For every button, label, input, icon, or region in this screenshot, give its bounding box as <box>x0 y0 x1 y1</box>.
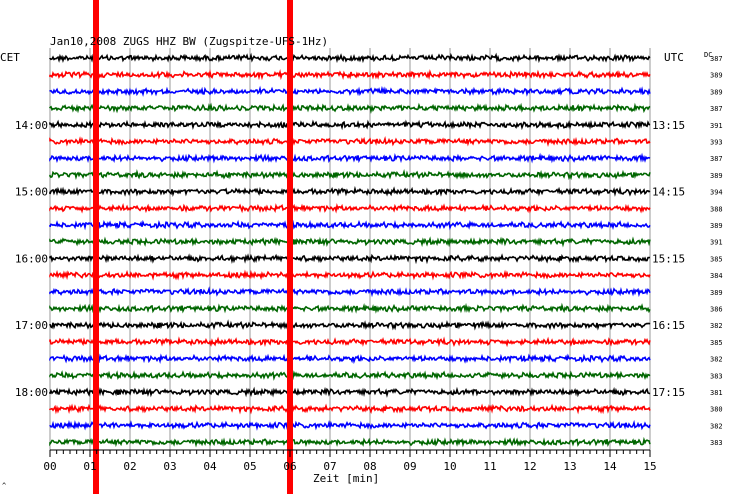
trace-row-5 <box>49 119 651 131</box>
dc-value: 388 <box>710 205 723 213</box>
x-tick-label: 07 <box>323 460 336 473</box>
trace-row-11 <box>49 219 651 231</box>
dc-value: 389 <box>710 72 723 80</box>
dc-value: 385 <box>710 339 723 347</box>
dc-value: 394 <box>710 189 723 197</box>
trace-row-13 <box>49 253 651 265</box>
seismic-traces <box>49 52 651 448</box>
trace-row-10 <box>49 202 651 214</box>
x-tick-label: 02 <box>123 460 136 473</box>
chart-title: Jan10,2008 ZUGS HHZ BW (Zugspitze-UFS-1H… <box>50 35 328 48</box>
utc-time-label: 16:15 <box>652 319 685 332</box>
dc-column-title: DC <box>704 51 712 59</box>
cet-time-label: 15:00 <box>15 186 48 199</box>
dc-value: 382 <box>710 322 723 330</box>
trace-row-19 <box>49 353 651 365</box>
minute-grid <box>49 48 651 450</box>
cet-time-label: 17:00 <box>15 319 48 332</box>
trace-row-1 <box>49 52 651 64</box>
x-tick-label: 14 <box>603 460 617 473</box>
x-tick-label: 12 <box>523 460 536 473</box>
x-tick-label: 06 <box>283 460 296 473</box>
trace-row-15 <box>49 286 651 298</box>
x-tick-label: 10 <box>443 460 456 473</box>
trace-row-22 <box>49 403 651 415</box>
utc-time-label: 14:15 <box>652 186 685 199</box>
trace-row-24 <box>49 436 651 448</box>
trace-row-3 <box>49 85 651 97</box>
dc-value: 385 <box>710 255 723 263</box>
utc-axis-title: UTC <box>664 51 684 64</box>
dc-value: 389 <box>710 289 723 297</box>
dc-value: 389 <box>710 222 723 230</box>
trace-row-14 <box>49 269 651 281</box>
x-tick-label: 05 <box>243 460 256 473</box>
utc-time-label: 13:15 <box>652 119 685 132</box>
x-tick-label: 09 <box>403 460 416 473</box>
trace-row-9 <box>49 185 651 198</box>
dc-value: 386 <box>710 306 723 314</box>
x-tick-label: 00 <box>43 460 56 473</box>
x-tick-label: 08 <box>363 460 376 473</box>
dc-value: 383 <box>710 372 723 380</box>
dc-value: 383 <box>710 439 723 447</box>
trace-row-23 <box>49 419 651 431</box>
trace-row-12 <box>49 236 651 248</box>
dc-value: 384 <box>710 272 723 280</box>
trace-row-21 <box>49 386 651 398</box>
footnote-mark: ^ <box>2 482 6 490</box>
x-tick-label: 13 <box>563 460 576 473</box>
utc-time-label: 15:15 <box>652 252 685 265</box>
trace-row-18 <box>49 336 651 348</box>
event-markers <box>93 0 293 494</box>
dc-value: 387 <box>710 105 723 113</box>
time-axis: 00 01 02 03 04 05 06 07 08 09 10 11 12 13 14 15 <box>43 449 657 473</box>
trace-row-2 <box>49 69 651 81</box>
cet-axis-title: CET <box>0 51 20 64</box>
event-marker-1 <box>93 0 99 494</box>
trace-row-7 <box>49 152 651 164</box>
utc-time-label: 17:15 <box>652 386 685 399</box>
trace-row-20 <box>49 370 651 381</box>
trace-row-6 <box>49 135 651 147</box>
dc-value: 382 <box>710 422 723 430</box>
dc-value: 380 <box>710 406 723 414</box>
event-marker-2 <box>287 0 293 494</box>
trace-row-17 <box>49 319 651 331</box>
x-tick-label: 01 <box>83 460 96 473</box>
x-tick-label: 03 <box>163 460 176 473</box>
trace-row-8 <box>49 169 651 181</box>
dc-value: 391 <box>710 239 723 247</box>
x-tick-label: 11 <box>483 460 496 473</box>
cet-time-label: 16:00 <box>15 252 48 265</box>
x-tick-label: 15 <box>643 460 656 473</box>
dc-value: 389 <box>710 88 723 96</box>
dc-value: 387 <box>710 155 723 163</box>
x-tick-label: 04 <box>203 460 217 473</box>
cet-time-label: 18:00 <box>15 386 48 399</box>
trace-row-16 <box>49 302 651 314</box>
dc-value: 381 <box>710 389 723 397</box>
dc-value: 387 <box>710 55 723 63</box>
trace-row-4 <box>49 102 651 114</box>
dc-value: 382 <box>710 356 723 364</box>
chart-labels: Jan10,2008 ZUGS HHZ BW (Zugspitze-UFS-1H… <box>0 35 723 490</box>
dc-value: 389 <box>710 172 723 180</box>
x-axis-label: Zeit [min] <box>313 472 379 485</box>
dc-value: 391 <box>710 122 723 130</box>
dc-value: 393 <box>710 139 723 147</box>
cet-time-label: 14:00 <box>15 119 48 132</box>
